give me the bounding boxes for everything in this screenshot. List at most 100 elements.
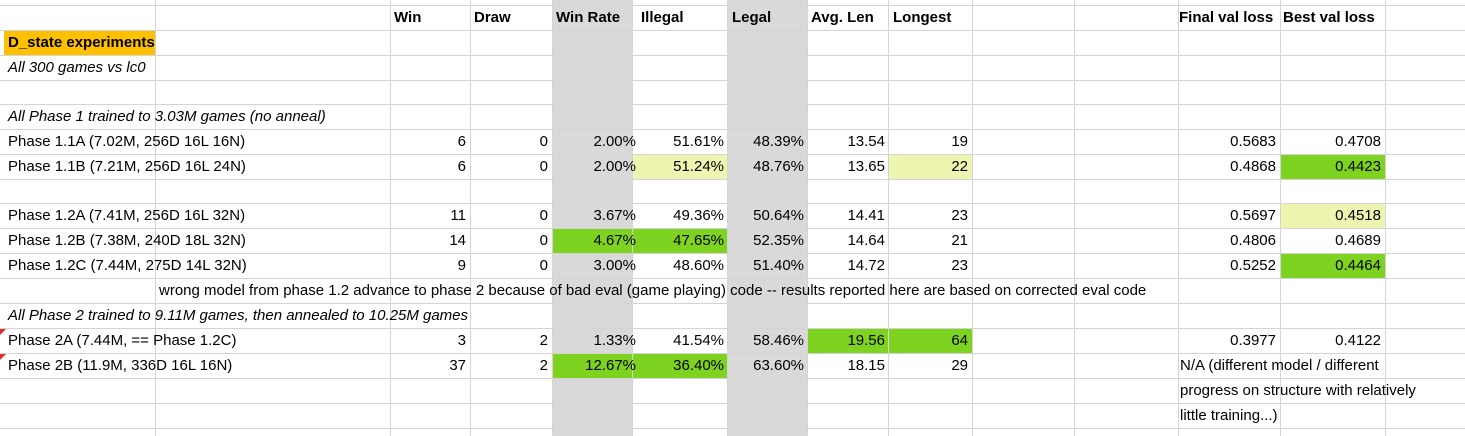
row-name[interactable]: Phase 1.2C (7.44M, 275D 14L 32N) — [8, 257, 247, 274]
cell-legal[interactable]: 63.60% — [753, 357, 804, 374]
cell-final-val-loss[interactable]: 0.5697 — [1230, 207, 1276, 224]
row-name[interactable]: Phase 1.2A (7.41M, 256D 16L 32N) — [8, 207, 246, 224]
cell-longest[interactable]: 23 — [951, 207, 968, 224]
highlight-longest-2a — [889, 329, 972, 353]
header-best-val-loss[interactable]: Best val loss — [1283, 9, 1375, 26]
cell-illegal[interactable]: 36.40% — [673, 357, 724, 374]
row-name[interactable]: Phase 2A (7.44M, == Phase 1.2C) — [8, 332, 237, 349]
cell-final-val-loss[interactable]: 0.4806 — [1230, 232, 1276, 249]
cell-longest[interactable]: 64 — [951, 332, 968, 349]
cell-win[interactable]: 9 — [457, 257, 466, 274]
cell-avg-len[interactable]: 19.56 — [847, 332, 885, 349]
header-draw[interactable]: Draw — [474, 9, 511, 26]
legal-column-fill — [728, 0, 807, 436]
cell-best-val-loss[interactable]: 0.4708 — [1335, 133, 1381, 150]
cell-illegal[interactable]: 51.24% — [673, 158, 724, 175]
note-all-games[interactable]: All 300 games vs lc0 — [8, 59, 146, 76]
cell-win[interactable]: 6 — [457, 158, 466, 175]
highlight-winrate-2b — [553, 354, 632, 378]
cell-draw[interactable]: 0 — [539, 133, 548, 150]
section-title[interactable]: D_state experiments — [8, 34, 155, 51]
comment-indicator-icon[interactable] — [0, 329, 6, 335]
cell-win[interactable]: 14 — [449, 232, 466, 249]
cell-illegal[interactable]: 41.54% — [673, 332, 724, 349]
cell-best-val-loss[interactable]: 0.4423 — [1335, 158, 1381, 175]
cell-longest[interactable]: 19 — [951, 133, 968, 150]
header-illegal[interactable]: Illegal — [641, 9, 684, 26]
cell-best-val-loss[interactable]: 0.4689 — [1335, 232, 1381, 249]
cell-best-val-loss[interactable]: 0.4464 — [1335, 257, 1381, 274]
header-legal[interactable]: Legal — [732, 9, 772, 26]
row-name[interactable]: Phase 2B (11.9M, 336D 16L 16N) — [8, 357, 233, 374]
cell-best-val-loss[interactable]: 0.4518 — [1335, 207, 1381, 224]
cell-illegal[interactable]: 47.65% — [673, 232, 724, 249]
cell-win-rate[interactable]: 3.00% — [593, 257, 636, 274]
row-name[interactable]: Phase 1.1A (7.02M, 256D 16L 16N) — [8, 133, 246, 150]
cell-legal[interactable]: 48.76% — [753, 158, 804, 175]
highlight-illegal-1.1b — [633, 155, 727, 179]
cell-final-val-loss[interactable]: 0.5252 — [1230, 257, 1276, 274]
cell-longest[interactable]: 21 — [951, 232, 968, 249]
cell-legal[interactable]: 51.40% — [753, 257, 804, 274]
highlight-winrate-1.2b — [553, 229, 632, 253]
cell-longest[interactable]: 22 — [951, 158, 968, 175]
header-longest[interactable]: Longest — [893, 9, 952, 26]
cell-win-rate[interactable]: 2.00% — [593, 133, 636, 150]
cell-legal[interactable]: 50.64% — [753, 207, 804, 224]
cell-win[interactable]: 6 — [457, 133, 466, 150]
cell-final-val-loss[interactable]: 0.4868 — [1230, 158, 1276, 175]
cell-win-rate[interactable]: 3.67% — [593, 207, 636, 224]
highlight-avglen-2a — [808, 329, 888, 353]
cell-final-val-loss[interactable]: 0.3977 — [1230, 332, 1276, 349]
title-highlight — [4, 31, 156, 55]
row-name[interactable]: Phase 1.1B (7.21M, 256D 16L 24N) — [8, 158, 246, 175]
cell-draw[interactable]: 0 — [539, 232, 548, 249]
cell-draw[interactable]: 0 — [539, 257, 548, 274]
highlight-longest-1.1b — [889, 155, 972, 179]
header-win[interactable]: Win — [394, 9, 422, 26]
note-na-line2[interactable]: progress on structure with relatively — [1180, 382, 1416, 399]
cell-avg-len[interactable]: 13.65 — [847, 158, 885, 175]
highlight-illegal-1.2b — [633, 229, 727, 253]
cell-avg-len[interactable]: 14.72 — [847, 257, 885, 274]
cell-win[interactable]: 37 — [449, 357, 466, 374]
row-name[interactable]: Phase 1.2B (7.38M, 240D 18L 32N) — [8, 232, 246, 249]
note-phase1[interactable]: All Phase 1 trained to 3.03M games (no a… — [8, 108, 326, 125]
cell-avg-len[interactable]: 14.64 — [847, 232, 885, 249]
header-final-val-loss[interactable]: Final val loss — [1179, 9, 1274, 26]
note-wrong-model[interactable]: wrong model from phase 1.2 advance to ph… — [159, 282, 1147, 299]
cell-win[interactable]: 11 — [450, 207, 466, 224]
cell-best-val-loss[interactable]: 0.4122 — [1335, 332, 1381, 349]
note-na-line3[interactable]: little training...) — [1180, 407, 1278, 424]
highlight-best-1.2c — [1281, 254, 1385, 278]
note-phase2[interactable]: All Phase 2 trained to 9.11M games, then… — [8, 307, 469, 324]
highlight-illegal-2b — [633, 354, 727, 378]
cell-illegal[interactable]: 48.60% — [673, 257, 724, 274]
cell-longest[interactable]: 23 — [951, 257, 968, 274]
cell-draw[interactable]: 2 — [539, 332, 548, 349]
comment-indicator-icon[interactable] — [0, 354, 6, 360]
cell-draw[interactable]: 2 — [539, 357, 548, 374]
cell-win-rate[interactable]: 12.67% — [585, 357, 636, 374]
note-na-line1[interactable]: N/A (different model / different — [1180, 357, 1379, 374]
header-win-rate[interactable]: Win Rate — [556, 9, 621, 26]
cell-legal[interactable]: 52.35% — [753, 232, 804, 249]
cell-win[interactable]: 3 — [457, 332, 466, 349]
cell-avg-len[interactable]: 18.15 — [847, 357, 885, 374]
cell-draw[interactable]: 0 — [539, 158, 548, 175]
highlight-best-1.2a — [1281, 204, 1385, 228]
cell-draw[interactable]: 0 — [539, 207, 548, 224]
cell-win-rate[interactable]: 4.67% — [593, 232, 636, 249]
cell-illegal[interactable]: 51.61% — [673, 133, 724, 150]
cell-illegal[interactable]: 49.36% — [673, 207, 724, 224]
cell-avg-len[interactable]: 14.41 — [847, 207, 885, 224]
cell-win-rate[interactable]: 1.33% — [593, 332, 636, 349]
header-avg-len[interactable]: Avg. Len — [811, 9, 874, 26]
cell-longest[interactable]: 29 — [951, 357, 968, 374]
cell-legal[interactable]: 48.39% — [753, 133, 804, 150]
cell-legal[interactable]: 58.46% — [753, 332, 804, 349]
cell-avg-len[interactable]: 13.54 — [847, 133, 885, 150]
cell-final-val-loss[interactable]: 0.5683 — [1230, 133, 1276, 150]
cell-win-rate[interactable]: 2.00% — [593, 158, 636, 175]
